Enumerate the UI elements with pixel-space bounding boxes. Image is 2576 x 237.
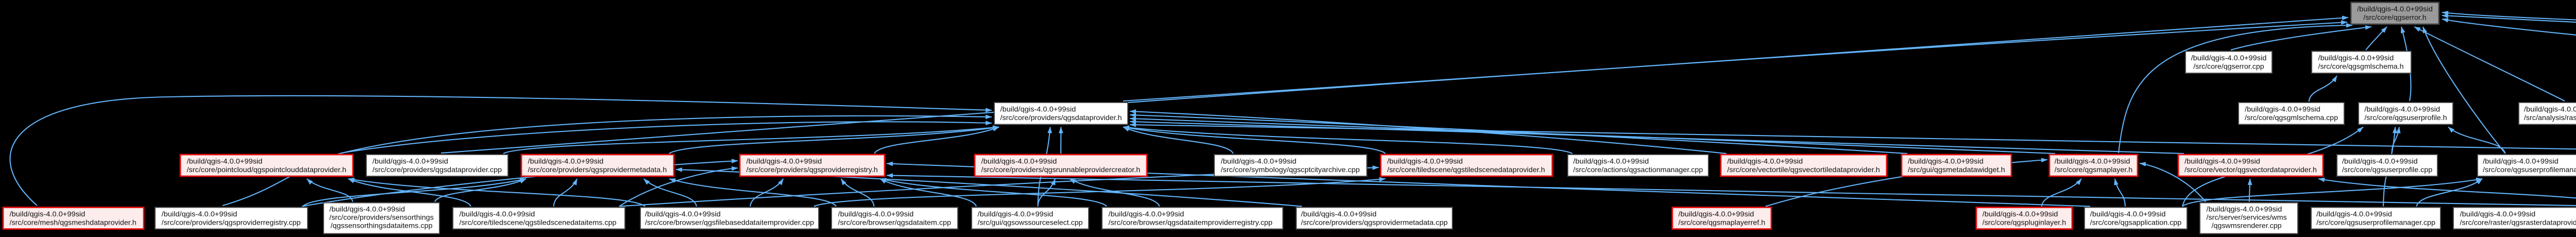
svg-text:/build/qgis-4.0.0+99sid: /build/qgis-4.0.0+99sid: [2055, 158, 2130, 165]
svg-text:/build/qgis-4.0.0+99sid: /build/qgis-4.0.0+99sid: [1982, 210, 2058, 218]
svg-text:/build/qgis-4.0.0+99sid: /build/qgis-4.0.0+99sid: [1679, 210, 1754, 218]
svg-text:/build/qgis-4.0.0+99sid: /build/qgis-4.0.0+99sid: [2460, 210, 2536, 218]
svg-text:/src/gui/qgsowssourceselect.cp: /src/gui/qgsowssourceselect.cpp: [978, 219, 1083, 227]
svg-text:/build/qgis-4.0.0+99sid: /build/qgis-4.0.0+99sid: [2483, 158, 2558, 165]
svg-text:/src/core/providers/qgsrunnabl: /src/core/providers/qgsrunnableproviderc…: [981, 166, 1141, 174]
svg-text:/src/analysis/raster/qgsraster: /src/analysis/raster/qgsrastercalcnode.c…: [2524, 114, 2576, 122]
svg-text:/src/core/qgsuserprofile.h: /src/core/qgsuserprofile.h: [2364, 114, 2447, 122]
svg-text:/src/core/providers/qgsdatapro: /src/core/providers/qgsdataprovider.cpp: [372, 166, 502, 174]
svg-text:/src/core/qgsmaplayer.h: /src/core/qgsmaplayer.h: [2055, 166, 2133, 174]
svg-text:/build/qgis-4.0.0+99sid: /build/qgis-4.0.0+99sid: [1109, 210, 1184, 218]
svg-text:/src/core/providers/qgsprovide: /src/core/providers/qgsproviderregistry.…: [747, 166, 878, 174]
svg-text:/src/core/qgspluginlayer.h: /src/core/qgspluginlayer.h: [1982, 219, 2066, 227]
svg-text:/build/qgis-4.0.0+99sid: /build/qgis-4.0.0+99sid: [372, 158, 448, 165]
svg-text:/build/qgis-4.0.0+99sid: /build/qgis-4.0.0+99sid: [1000, 106, 1076, 113]
svg-text:/src/core/vector/qgsvectordata: /src/core/vector/qgsvectordataprovider.h: [2184, 166, 2317, 174]
svg-text:/src/core/mesh/qgsmeshdataprov: /src/core/mesh/qgsmeshdataprovider.h: [10, 219, 137, 227]
svg-text:/src/core/providers/qgsprovide: /src/core/providers/qgsprovidermetadata.…: [528, 166, 667, 174]
svg-text:/src/core/qgsgmlschema.h: /src/core/qgsgmlschema.h: [2318, 63, 2404, 71]
svg-text:/build/qgis-4.0.0+99sid: /build/qgis-4.0.0+99sid: [528, 158, 604, 165]
svg-text:/build/qgis-4.0.0+99sid: /build/qgis-4.0.0+99sid: [2090, 210, 2166, 218]
svg-text:/build/qgis-4.0.0+99sid: /build/qgis-4.0.0+99sid: [2342, 158, 2418, 165]
svg-text:/src/core/providers/qgsprovide: /src/core/providers/qgsprovidermetadata.…: [1301, 219, 1448, 227]
svg-text:/src/core/providers/sensorthin: /src/core/providers/sensorthings: [329, 214, 434, 222]
svg-text:/build/qgis-4.0.0+99sid: /build/qgis-4.0.0+99sid: [10, 210, 86, 218]
svg-text:/src/gui/qgsmetadatawidget.h: /src/gui/qgsmetadatawidget.h: [1908, 166, 2005, 174]
svg-text:/build/qgis-4.0.0+99sid: /build/qgis-4.0.0+99sid: [2357, 5, 2433, 13]
svg-text:/src/core/tiledscene/qgstileds: /src/core/tiledscene/qgstiledscenedatapr…: [1387, 166, 1545, 174]
svg-text:/build/qgis-4.0.0+99sid: /build/qgis-4.0.0+99sid: [981, 158, 1057, 165]
svg-text:/src/core/qgserror.h: /src/core/qgserror.h: [2363, 14, 2426, 22]
svg-text:/build/qgis-4.0.0+99sid: /build/qgis-4.0.0+99sid: [2184, 158, 2260, 165]
svg-text:/src/core/providers/qgsdatapro: /src/core/providers/qgsdataprovider.h: [1000, 114, 1122, 122]
svg-text:/src/core/raster/qgsrasterdata: /src/core/raster/qgsrasterdataprovider.c…: [2460, 219, 2576, 227]
svg-text:/build/qgis-4.0.0+99sid: /build/qgis-4.0.0+99sid: [2364, 106, 2440, 113]
svg-text:/build/qgis-4.0.0+99sid: /build/qgis-4.0.0+99sid: [329, 206, 405, 213]
svg-text:/src/core/qgsuserprofilemanage: /src/core/qgsuserprofilemanager.h: [2483, 166, 2576, 174]
svg-text:/src/core/qgsuserprofile.cpp: /src/core/qgsuserprofile.cpp: [2342, 166, 2432, 174]
svg-text:/build/qgis-4.0.0+99sid: /build/qgis-4.0.0+99sid: [2191, 54, 2267, 62]
svg-text:/src/core/qgsmaplayerref.h: /src/core/qgsmaplayerref.h: [1679, 219, 1766, 227]
svg-text:/build/qgis-4.0.0+99sid: /build/qgis-4.0.0+99sid: [187, 158, 263, 165]
svg-text:/src/core/pointcloud/qgspointc: /src/core/pointcloud/qgspointclouddatapr…: [187, 166, 347, 174]
svg-text:/build/qgis-4.0.0+99sid: /build/qgis-4.0.0+99sid: [838, 210, 914, 218]
svg-text:/build/qgis-4.0.0+99sid: /build/qgis-4.0.0+99sid: [162, 210, 238, 218]
svg-text:/src/core/tiledscene/qgstileds: /src/core/tiledscene/qgstiledscenedatait…: [460, 219, 617, 227]
svg-text:/src/core/symbology/qgscptcity: /src/core/symbology/qgscptcityarchive.cp…: [1221, 166, 1360, 174]
svg-text:/qgssensorthingsdataitems.cpp: /qgssensorthingsdataitems.cpp: [331, 222, 433, 230]
svg-text:/build/qgis-4.0.0+99sid: /build/qgis-4.0.0+99sid: [645, 210, 721, 218]
svg-text:/src/core/actions/qgsactionman: /src/core/actions/qgsactionmanager.cpp: [1573, 166, 1703, 174]
svg-text:/build/qgis-4.0.0+99sid: /build/qgis-4.0.0+99sid: [1387, 158, 1463, 165]
svg-text:/qgswmsrenderer.cpp: /qgswmsrenderer.cpp: [2212, 222, 2282, 230]
svg-text:/build/qgis-4.0.0+99sid: /build/qgis-4.0.0+99sid: [2318, 54, 2394, 62]
svg-text:/build/qgis-4.0.0+99sid: /build/qgis-4.0.0+99sid: [2524, 106, 2576, 113]
svg-text:/build/qgis-4.0.0+99sid: /build/qgis-4.0.0+99sid: [978, 210, 1054, 218]
svg-text:/build/qgis-4.0.0+99sid: /build/qgis-4.0.0+99sid: [1573, 158, 1649, 165]
svg-text:/src/core/browser/qgsdataitemp: /src/core/browser/qgsdataitemproviderreg…: [1109, 219, 1273, 227]
svg-text:/build/qgis-4.0.0+99sid: /build/qgis-4.0.0+99sid: [1908, 158, 1984, 165]
svg-text:/src/core/qgsuserprofilemanage: /src/core/qgsuserprofilemanager.cpp: [2316, 219, 2435, 227]
svg-text:/src/core/browser/qgsdataitem.: /src/core/browser/qgsdataitem.cpp: [838, 219, 952, 227]
svg-text:/build/qgis-4.0.0+99sid: /build/qgis-4.0.0+99sid: [2245, 106, 2320, 113]
svg-text:/build/qgis-4.0.0+99sid: /build/qgis-4.0.0+99sid: [2207, 206, 2282, 213]
svg-text:/src/server/services/wms: /src/server/services/wms: [2207, 214, 2287, 222]
svg-text:/build/qgis-4.0.0+99sid: /build/qgis-4.0.0+99sid: [1221, 158, 1297, 165]
svg-text:/src/core/vectortile/qgsvector: /src/core/vectortile/qgsvectortiledatapr…: [1727, 166, 1880, 174]
svg-text:/build/qgis-4.0.0+99sid: /build/qgis-4.0.0+99sid: [747, 158, 822, 165]
svg-text:/src/core/browser/qgsfilebased: /src/core/browser/qgsfilebaseddataitempr…: [645, 219, 814, 227]
svg-text:/build/qgis-4.0.0+99sid: /build/qgis-4.0.0+99sid: [1727, 158, 1803, 165]
svg-text:/build/qgis-4.0.0+99sid: /build/qgis-4.0.0+99sid: [2316, 210, 2392, 218]
svg-text:/build/qgis-4.0.0+99sid: /build/qgis-4.0.0+99sid: [460, 210, 535, 218]
svg-text:/src/core/qgsgmlschema.cpp: /src/core/qgsgmlschema.cpp: [2245, 114, 2338, 122]
svg-text:/src/core/qgserror.cpp: /src/core/qgserror.cpp: [2193, 63, 2264, 71]
svg-text:/src/core/qgsapplication.cpp: /src/core/qgsapplication.cpp: [2090, 219, 2182, 227]
svg-text:/build/qgis-4.0.0+99sid: /build/qgis-4.0.0+99sid: [1301, 210, 1377, 218]
svg-text:/src/core/providers/qgsprovide: /src/core/providers/qgsproviderregistry.…: [162, 219, 301, 227]
